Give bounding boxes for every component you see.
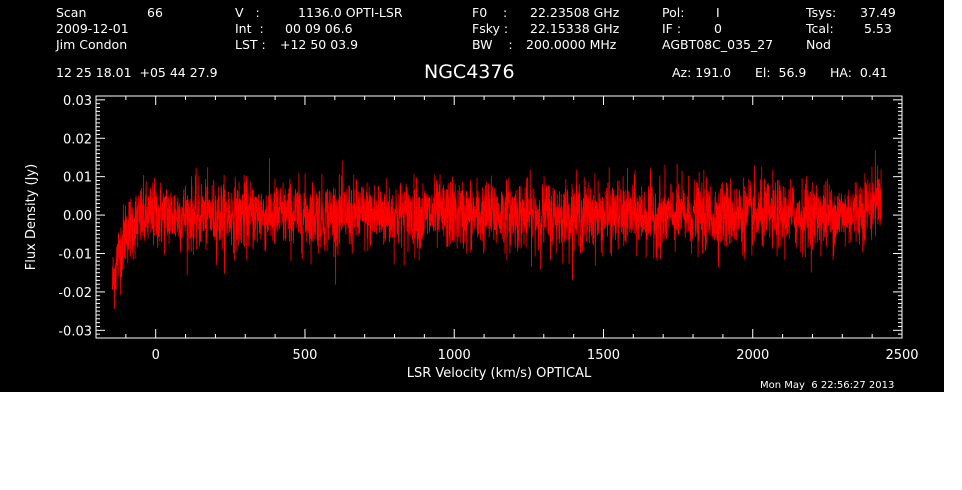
tsys-value: 37.49 bbox=[860, 5, 896, 20]
scan-number: 66 bbox=[147, 5, 163, 20]
fsky-value: 22.15338 GHz bbox=[530, 21, 620, 36]
tcal-value: 5.53 bbox=[864, 21, 892, 36]
observing-mode: Nod bbox=[806, 37, 831, 52]
if-label: IF : bbox=[662, 21, 682, 36]
pol-label: Pol: bbox=[662, 5, 685, 20]
plot-timestamp: Mon May 6 22:56:27 2013 bbox=[760, 380, 895, 391]
x-tick-label: 500 bbox=[293, 348, 318, 363]
project-id: AGBT08C_035_27 bbox=[662, 37, 774, 52]
x-tick-label: 1000 bbox=[438, 348, 471, 363]
spectrum-plot: 0 500 1000 1500 2000 2500 0.03 0.02 0.01 0.00 -0.0… bbox=[24, 94, 919, 381]
y-tick-label: 0.01 bbox=[63, 171, 92, 186]
f0-label: F0 : bbox=[472, 5, 508, 20]
y-tick-label: -0.03 bbox=[58, 324, 92, 339]
azimuth: Az: 191.0 bbox=[672, 65, 732, 80]
y-tick-label: -0.01 bbox=[58, 247, 92, 262]
source-coordinates: 12 25 18.01 +05 44 27.9 bbox=[56, 65, 218, 80]
velocity-value: 1136.0 OPTI-LSR bbox=[298, 5, 403, 20]
chart-title: NGC4376 bbox=[424, 61, 515, 83]
lst-value: +12 50 03.9 bbox=[280, 37, 359, 52]
spectrum-panel: Scan 66 V : 1136.0 OPTI-LSR F0 : 22.2350… bbox=[0, 0, 944, 392]
x-tick-label: 0 bbox=[152, 348, 160, 363]
observation-date: 2009-12-01 bbox=[56, 21, 129, 36]
x-tick-label: 2500 bbox=[885, 348, 918, 363]
pol-value: I bbox=[716, 5, 720, 20]
observer-name: Jim Condon bbox=[56, 37, 128, 52]
bw-label: BW : bbox=[472, 37, 513, 52]
tsys-label: Tsys: bbox=[806, 5, 837, 20]
fsky-label: Fsky : bbox=[472, 21, 509, 36]
y-axis-label: Flux Density (Jy) bbox=[24, 164, 39, 270]
x-tick-label: 1500 bbox=[587, 348, 620, 363]
if-value: 0 bbox=[714, 21, 722, 36]
bw-value: 200.0000 MHz bbox=[526, 37, 617, 52]
y-tick-label: 0.02 bbox=[63, 132, 92, 147]
y-tick-label: -0.02 bbox=[58, 286, 92, 301]
integration-value: 00 09 06.6 bbox=[285, 21, 353, 36]
y-tick-label: 0.00 bbox=[63, 209, 92, 224]
scan-label: Scan bbox=[56, 5, 87, 20]
velocity-label: V : bbox=[235, 5, 260, 20]
spectrum-trace bbox=[112, 150, 882, 309]
elevation: El: 56.9 bbox=[755, 65, 807, 80]
y-tick-label: 0.03 bbox=[63, 94, 92, 109]
plot-frame bbox=[95, 95, 903, 339]
lst-label: LST : bbox=[235, 37, 266, 52]
f0-value: 22.23508 GHz bbox=[530, 5, 620, 20]
tcal-label: Tcal: bbox=[806, 21, 834, 36]
integration-label: Int : bbox=[235, 21, 264, 36]
hour-angle: HA: 0.41 bbox=[830, 65, 888, 80]
x-axis-label: LSR Velocity (km/s) OPTICAL bbox=[407, 366, 592, 381]
x-tick-label: 2000 bbox=[736, 348, 769, 363]
